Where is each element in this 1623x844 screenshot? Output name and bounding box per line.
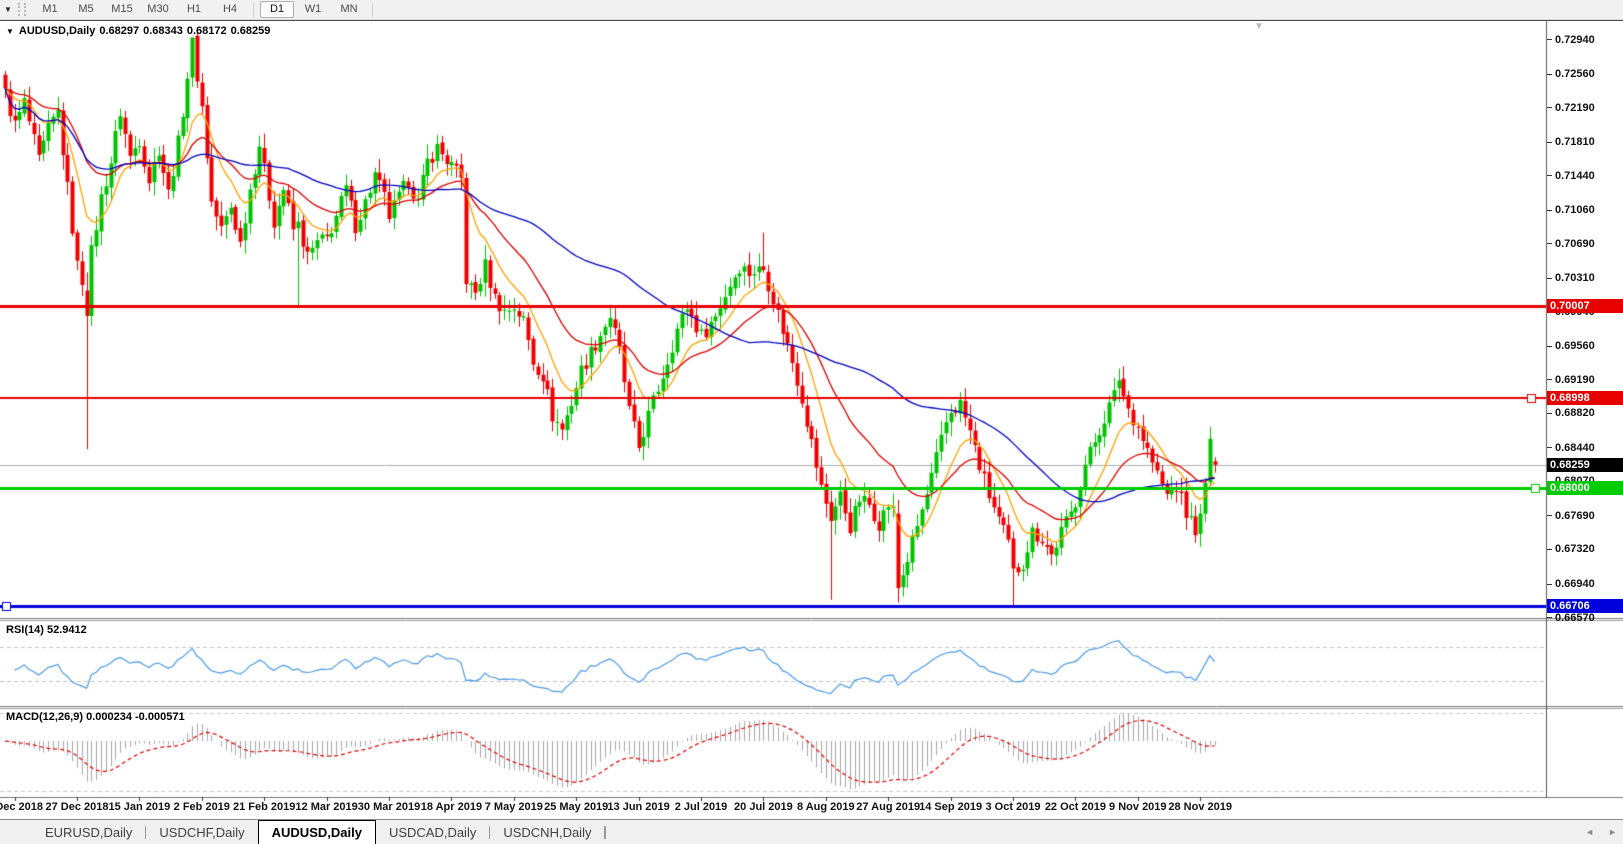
price-tick-label: 0.66570 [1547,612,1595,625]
date-tick-label: 21 Feb 2019 [233,801,296,813]
title-low: 0.68172 [186,25,227,37]
title-open: 0.68297 [99,25,140,37]
timeframe-button-w1[interactable]: W1 [304,3,322,15]
price-tick-label: 0.68820 [1547,407,1595,420]
price-tick-label: 0.72560 [1547,68,1595,81]
date-tick-label: 2 Jul 2019 [674,801,728,813]
timeframe-button-m5[interactable]: M5 [78,3,94,15]
tab-separator [604,825,606,839]
toolbar-grip-handle[interactable] [18,3,26,16]
timeframe-button-m1[interactable]: M1 [42,3,58,15]
tab-scroll-left-icon[interactable]: ◄ [1585,827,1595,837]
timeframe-button-h4[interactable]: H4 [222,3,238,15]
timeframe-button-h1[interactable]: H1 [186,3,202,15]
timeframe-button-mn[interactable]: MN [340,3,358,15]
rsi-indicator-label: RSI(14) 52.9412 [6,624,87,636]
date-tick-label: 15 Jan 2019 [108,801,171,813]
toolbar-dropdown-icon[interactable]: ▼ [4,5,12,14]
tab-separator [605,825,607,839]
date-tick-label: 27 Dec 2018 [45,801,109,813]
tab-scroll-right-icon[interactable]: ► [1608,827,1617,837]
price-tick-label: 0.68440 [1547,442,1595,455]
title-collapse-icon[interactable]: ▼ [6,27,14,36]
date-tick-label: 27 Aug 2019 [856,801,921,813]
price-tick-label: 0.70690 [1547,238,1595,251]
price-tick-label: 0.72940 [1547,34,1595,47]
toolbar-separator [372,2,373,17]
date-tick-label: 8 Dec 2018 [0,801,44,813]
price-tick-label: 0.67690 [1547,510,1595,523]
price-tick-label: 0.66940 [1547,578,1595,591]
price-tick-label: 0.72190 [1547,102,1595,115]
date-tick-label: 9 Nov 2019 [1109,801,1167,813]
timeframe-button-m15[interactable]: M15 [111,3,133,15]
date-tick-label: 25 May 2019 [544,801,609,813]
price-tag-0.70007: 0.70007 [1547,299,1623,314]
date-tick-label: 14 Sep 2019 [919,801,983,813]
tab-strip: EURUSD,Daily USDCHF,Daily AUDUSD,Daily USDC… [32,820,607,844]
price-axis[interactable]: 0.72940 0.72560 0.72190 0.71810 0.71440 0.710… [1547,22,1623,797]
tab-scroll-controls: ◄ ► [1585,820,1617,844]
tab-usdchf[interactable]: USDCHF,Daily [159,824,245,840]
chart-shift-marker-icon[interactable]: ▼ [1254,21,1264,32]
title-high: 0.68343 [143,25,183,37]
date-tick-label: 2 Feb 2019 [173,801,230,813]
price-tick-label: 0.69190 [1547,374,1595,387]
timeframe-buttons: M1 M5 M15 M30 H1 H4 D1 W1 MN [32,1,378,18]
price-tag-0.68259: 0.68259 [1547,457,1623,472]
tab-separator [145,825,147,839]
title-close: 0.68259 [230,25,271,37]
date-tick-label: 13 Jun 2019 [607,801,670,813]
chart-window-top-border [0,20,1623,21]
tab-eurusd[interactable]: EURUSD,Daily [45,824,133,840]
timeframe-button-d1[interactable]: D1 [260,1,294,18]
price-tick-label: 0.71440 [1547,170,1595,183]
title-symbol: AUDUSD,Daily [18,25,96,37]
price-tick-label: 0.67320 [1547,543,1595,556]
date-tick-label: 28 Nov 2019 [1168,801,1232,813]
date-tick-label: 3 Oct 2019 [985,801,1041,813]
price-tag-0.68998: 0.68998 [1547,390,1623,405]
date-tick-label: 22 Oct 2019 [1044,801,1106,813]
date-tick-label: 30 Mar 2019 [357,801,421,813]
price-tag-0.66706: 0.66706 [1547,598,1623,613]
chart-tab-bar: EURUSD,Daily USDCHF,Daily AUDUSD,Daily USDC… [0,819,1623,844]
timeframe-button-m30[interactable]: M30 [147,3,169,15]
date-tick-label: 8 Aug 2019 [796,801,855,813]
macd-indicator-label: MACD(12,26,9) 0.000234 -0.000571 [6,711,185,723]
price-tick-label: 0.69560 [1547,340,1595,353]
tab-separator [489,825,491,839]
tab-audusd[interactable]: AUDUSD,Daily [257,820,376,844]
price-tag-0.68000: 0.68000 [1547,481,1623,496]
tab-usdcad[interactable]: USDCAD,Daily [388,824,477,840]
date-tick-label: 12 Mar 2019 [295,801,358,813]
price-tick-label: 0.71060 [1547,204,1595,217]
chart-title: ▼ AUDUSD,Daily 0.68297 0.68343 0.68172 0.6825… [6,25,274,37]
date-tick-label: 20 Jul 2019 [734,801,793,813]
price-tick-label: 0.70310 [1547,272,1595,285]
date-tick-label: 18 Apr 2019 [420,801,483,813]
toolbar-separator [253,2,254,17]
date-tick-label: 7 May 2019 [484,801,543,813]
price-tick-label: 0.71810 [1547,136,1595,149]
tab-usdcnh[interactable]: USDCNH,Daily [503,824,592,840]
timeframe-toolbar: ▼ M1 M5 M15 M30 H1 H4 D1 W1 MN [0,0,1623,20]
